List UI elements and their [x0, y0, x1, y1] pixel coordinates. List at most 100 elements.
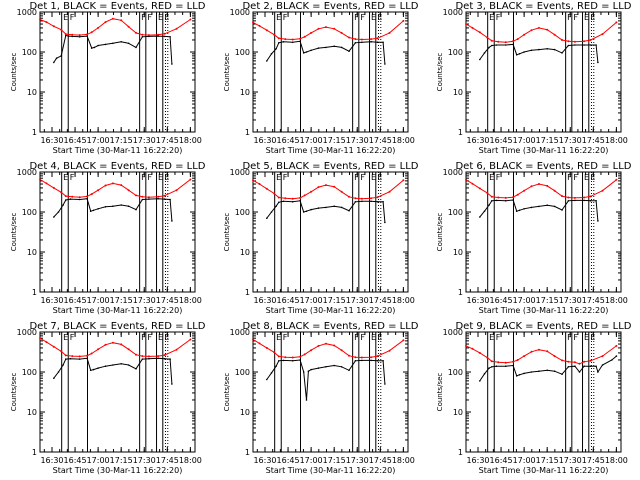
y-tick-label: 10 — [27, 88, 37, 97]
lld-point — [39, 337, 41, 340]
lld-point — [284, 197, 287, 200]
panel-title: Det 7, BLACK = Events, RED = LLD — [29, 321, 205, 332]
events-point — [376, 41, 379, 44]
events-point — [86, 197, 88, 200]
lld-point — [78, 34, 81, 37]
lld-point — [573, 361, 576, 364]
lld-point — [465, 344, 467, 347]
lld-point — [265, 187, 268, 190]
events-point — [512, 43, 514, 46]
events-point — [310, 368, 312, 371]
y-tick-label: 1000 — [443, 168, 463, 177]
events-point — [589, 200, 592, 202]
lld-point — [478, 187, 481, 190]
series-events-line — [479, 355, 617, 382]
events-point — [127, 364, 130, 366]
marker-label: E — [63, 173, 68, 182]
marker-label: E — [584, 333, 589, 342]
events-point — [597, 371, 599, 373]
lld-point — [340, 190, 343, 193]
series-events-line — [53, 34, 173, 65]
lld-point — [465, 178, 467, 181]
lld-point — [486, 36, 489, 39]
events-point — [89, 210, 92, 212]
lld-point — [163, 194, 166, 197]
lld-point — [567, 196, 570, 199]
events-point — [157, 357, 159, 360]
lld-point — [546, 28, 549, 31]
x-tick-label: 16:30 — [466, 456, 489, 465]
events-point — [53, 61, 55, 64]
x-tick-label: 18:00 — [179, 296, 202, 305]
panel-title: Det 1, BLACK = Events, RED = LLD — [29, 1, 205, 12]
events-point — [270, 372, 273, 374]
lld-point — [90, 352, 93, 355]
events-point — [567, 44, 570, 47]
events-point — [354, 201, 357, 203]
x-axis-label: Start Time (30-Mar-11 16:22:20) — [266, 146, 396, 155]
events-point — [615, 355, 618, 357]
events-point — [561, 373, 563, 376]
y-tick-label: 10 — [453, 88, 463, 97]
events-point — [325, 46, 327, 49]
lld-point — [135, 31, 137, 34]
events-point — [275, 365, 277, 368]
panel-det-6: Det 6, BLACK = Events, RED = LLD 1 10 100 10… — [436, 161, 632, 315]
events-point — [589, 44, 592, 46]
lld-point — [370, 38, 373, 41]
x-axis-label: Start Time (30-Mar-11 16:22:20) — [53, 466, 183, 475]
lld-point — [578, 362, 581, 365]
y-axis-label: Counts/sec — [10, 53, 18, 92]
events-point — [479, 216, 481, 218]
events-point — [384, 383, 386, 385]
events-point — [135, 368, 137, 370]
lld-point — [157, 355, 160, 358]
lld-point — [553, 355, 556, 358]
events-point — [275, 48, 277, 50]
lld-point — [402, 19, 405, 22]
events-point — [112, 42, 114, 45]
lld-point — [490, 195, 493, 198]
plot-frame — [252, 171, 409, 293]
x-tick-label: 17:00 — [513, 296, 536, 305]
events-point — [270, 211, 273, 213]
lld-point — [291, 197, 294, 200]
events-point — [104, 206, 107, 208]
x-tick-label: 17:15 — [110, 136, 133, 145]
y-axis-label: Counts/sec — [223, 213, 231, 252]
lld-point — [340, 31, 343, 34]
x-tick-label: 18:00 — [605, 296, 628, 305]
events-point — [163, 35, 166, 38]
lld-point — [90, 31, 93, 34]
lld-point — [504, 361, 507, 364]
panel-title: Det 3, BLACK = Events, RED = LLD — [455, 1, 631, 12]
lld-point — [354, 38, 357, 41]
plot-frame — [39, 171, 196, 293]
marker-label: F — [70, 333, 75, 342]
lld-point — [52, 345, 55, 348]
events-point — [60, 55, 62, 57]
y-axis-label: Counts/sec — [436, 373, 444, 412]
events-point — [518, 209, 521, 212]
series-events-line — [53, 198, 173, 221]
x-tick-label: 16:30 — [40, 456, 63, 465]
lld-point — [86, 33, 89, 36]
events-point — [78, 198, 81, 201]
events-point — [141, 36, 144, 38]
marker-label: E — [377, 333, 382, 342]
events-point — [597, 61, 599, 64]
y-tick-label: 100 — [448, 368, 463, 377]
x-tick-label: 16:45 — [277, 136, 300, 145]
lld-point — [120, 343, 123, 346]
events-point — [266, 378, 268, 381]
y-axis-label: Counts/sec — [10, 373, 18, 412]
lld-point — [360, 38, 363, 41]
events-point — [340, 206, 343, 209]
events-point — [305, 51, 308, 53]
events-point — [488, 46, 490, 49]
lld-point — [573, 40, 576, 43]
events-point — [282, 41, 285, 43]
marker-label: E — [371, 333, 376, 342]
events-point — [169, 358, 171, 360]
events-point — [299, 359, 301, 361]
